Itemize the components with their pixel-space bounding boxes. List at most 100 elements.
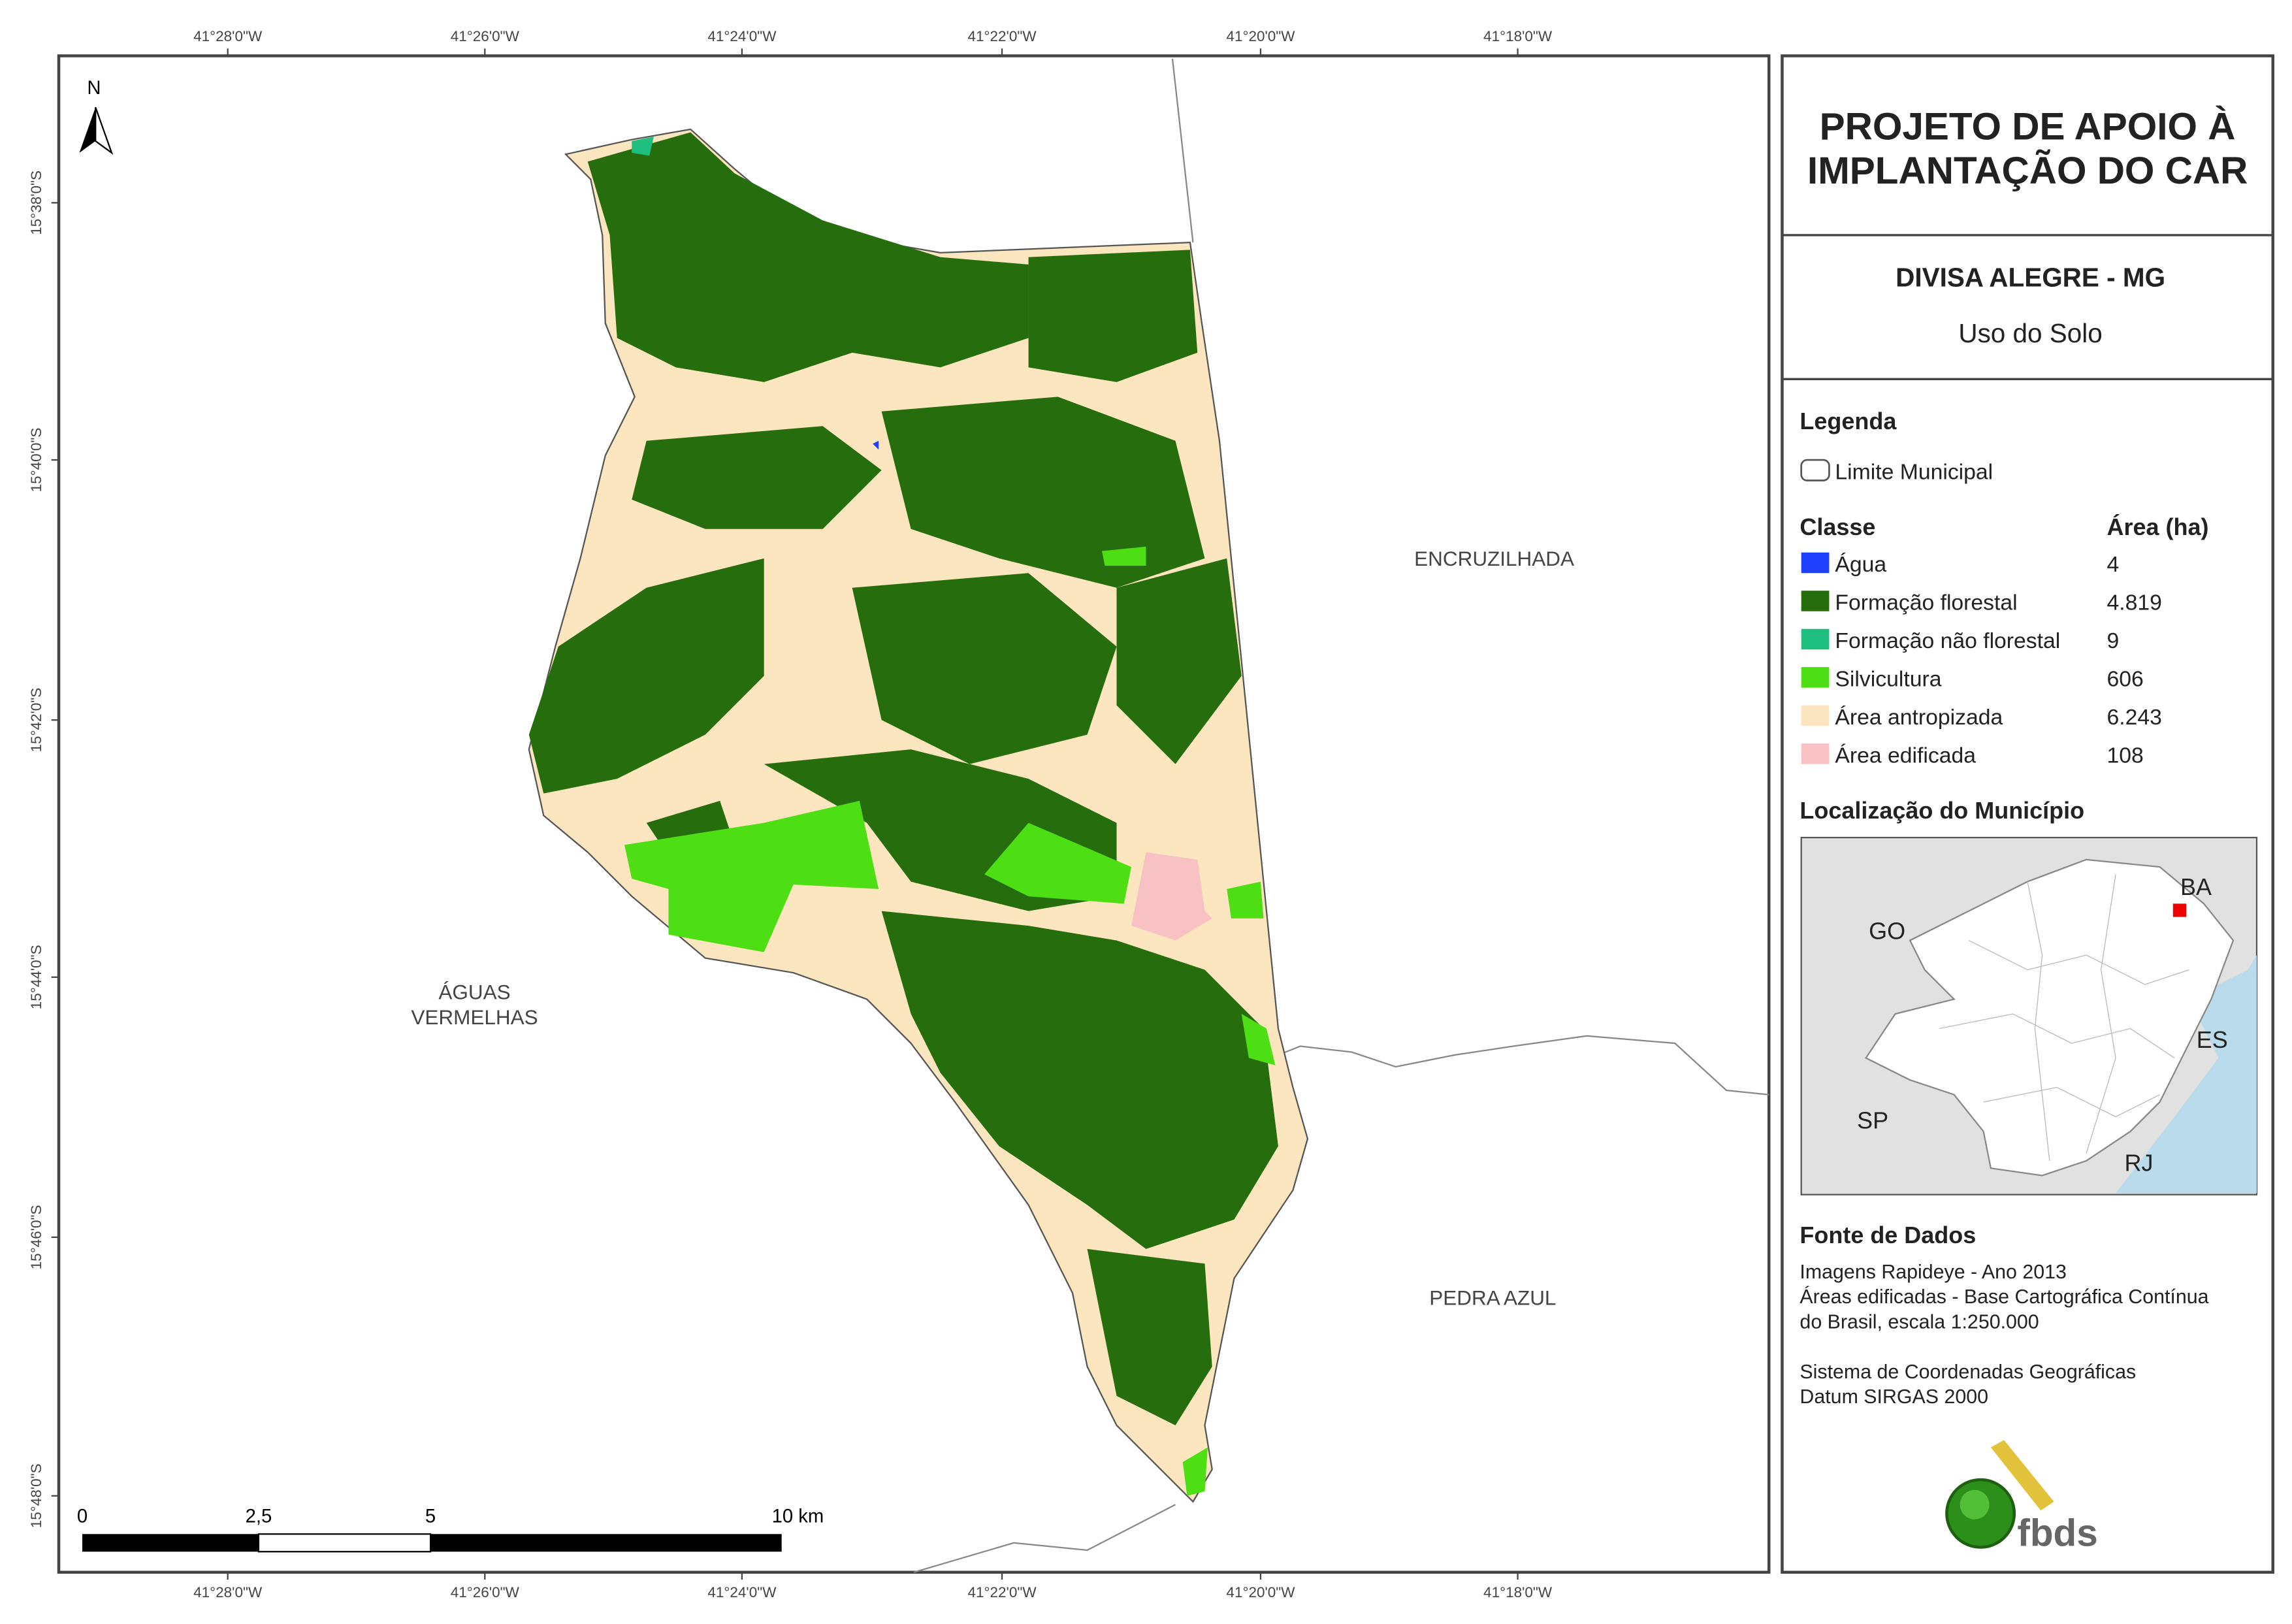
source-text: Imagens Rapideye - Ano 2013 Áreas edifica… bbox=[1800, 1261, 2208, 1408]
source-line: do Brasil, escala 1:250.000 bbox=[1800, 1311, 2039, 1333]
state-label: RJ bbox=[2125, 1150, 2154, 1177]
silviculture-patch bbox=[984, 822, 1132, 904]
legend-area: 108 bbox=[2107, 743, 2144, 768]
legend-swatch bbox=[1801, 705, 1830, 726]
coordinate-ticks: 41°28'0"W 41°28'0"W 41°26'0"W 41°26'0"W 41°2… bbox=[28, 28, 1553, 1600]
forest-patch bbox=[881, 397, 1205, 588]
state-label: SP bbox=[1857, 1107, 1888, 1133]
source-line: Datum SIRGAS 2000 bbox=[1800, 1386, 1988, 1408]
inset-ocean bbox=[2116, 955, 2257, 1194]
place-label: VERMELHAS bbox=[411, 1005, 538, 1029]
legend-area: 606 bbox=[2107, 666, 2144, 691]
logo-text: fbds bbox=[2017, 1512, 2097, 1554]
forest-patch bbox=[1028, 250, 1198, 382]
legend-swatch bbox=[1801, 591, 1830, 611]
boundary-line bbox=[1278, 1035, 1769, 1096]
scale-label: 10 km bbox=[772, 1506, 824, 1527]
state-label: BA bbox=[2180, 873, 2212, 900]
silviculture-patch bbox=[1102, 546, 1146, 566]
lat-label: 15°44'0"S bbox=[28, 945, 44, 1009]
legend-swatch bbox=[1801, 552, 1830, 574]
inset-map: GO BA ES SP RJ bbox=[1800, 836, 2258, 1195]
class-header: Classe bbox=[1800, 513, 1875, 540]
legend-class: Formação não florestal bbox=[1835, 628, 2060, 653]
inset-state bbox=[1865, 858, 2235, 1177]
forest-patch bbox=[587, 132, 1029, 382]
lat-label: 15°40'0"S bbox=[28, 428, 44, 493]
legend-area: 6.243 bbox=[2107, 705, 2162, 730]
panel-frame bbox=[1781, 54, 2274, 1574]
scale-segment bbox=[257, 1533, 432, 1553]
legend-swatch bbox=[1801, 628, 1830, 650]
lon-label: 41°22'0"W bbox=[968, 1584, 1037, 1600]
logo-bar bbox=[1990, 1440, 2054, 1511]
inset-municipalities bbox=[1939, 874, 2189, 1161]
legend-swatch bbox=[1801, 743, 1830, 764]
scale-bar: 0 2,5 5 10 km bbox=[77, 1506, 824, 1553]
logo-highlight bbox=[1960, 1489, 1990, 1519]
place-label: ÁGUAS bbox=[438, 981, 510, 1004]
legend-area: 4 bbox=[2107, 552, 2120, 577]
lon-label: 41°26'0"W bbox=[451, 28, 520, 44]
legend-class: Formação florestal bbox=[1835, 590, 2017, 615]
boundary-line bbox=[913, 1504, 1176, 1573]
legend-class: Água bbox=[1835, 552, 1886, 577]
source-line: Imagens Rapideye - Ano 2013 bbox=[1800, 1261, 2066, 1283]
lon-label: 41°24'0"W bbox=[707, 28, 777, 44]
lat-label: 15°42'0"S bbox=[28, 688, 44, 753]
lon-label: 41°28'0"W bbox=[193, 1584, 263, 1600]
forest-patch bbox=[881, 911, 1278, 1249]
title-line: PROJETO DE APOIO À bbox=[1820, 105, 2236, 148]
water-patch bbox=[873, 440, 879, 450]
legend-rows: Água 4 Formação florestal 4.819 Formação não… bbox=[1801, 552, 2162, 768]
silviculture-patches bbox=[624, 546, 1276, 1496]
forest-patch bbox=[852, 573, 1117, 764]
lon-label: 41°20'0"W bbox=[1226, 1584, 1295, 1600]
location-title: Localização do Município bbox=[1800, 797, 2084, 824]
scale-label: 2,5 bbox=[246, 1506, 272, 1527]
non-forest-patch bbox=[632, 137, 654, 156]
boundary-swatch bbox=[1800, 459, 1830, 481]
legend-area: 9 bbox=[2107, 628, 2120, 653]
map-subject: Uso do Solo bbox=[1958, 318, 2102, 348]
legend-title: Legenda bbox=[1800, 408, 1897, 434]
silviculture-patch bbox=[1241, 1014, 1276, 1065]
lon-label: 41°24'0"W bbox=[707, 1584, 777, 1600]
lon-label: 41°18'0"W bbox=[1483, 1584, 1553, 1600]
boundary-line bbox=[1171, 58, 1194, 243]
forest-patch bbox=[1116, 558, 1242, 764]
inset-lines bbox=[1939, 874, 2189, 1161]
boundary-label: Limite Municipal bbox=[1835, 459, 1993, 484]
municipality-name: DIVISA ALEGRE - MG bbox=[1896, 263, 2165, 293]
municipality bbox=[528, 128, 1309, 1503]
logo: fbds bbox=[1945, 1440, 2098, 1554]
lat-label: 15°46'0"S bbox=[28, 1205, 44, 1270]
legend-class: Silvicultura bbox=[1835, 666, 1941, 691]
lon-label: 41°22'0"W bbox=[968, 28, 1037, 44]
lon-label: 41°28'0"W bbox=[193, 28, 263, 44]
source-line: Áreas edificadas - Base Cartográfica Con… bbox=[1800, 1286, 2208, 1308]
silviculture-patch bbox=[624, 800, 879, 952]
lat-label: 15°48'0"S bbox=[28, 1463, 44, 1528]
lat-label: 15°38'0"S bbox=[28, 171, 44, 235]
silviculture-patch bbox=[1182, 1447, 1208, 1496]
lon-label: 41°18'0"W bbox=[1483, 28, 1553, 44]
legend-class: Área antropizada bbox=[1835, 705, 2003, 730]
forest-patch bbox=[528, 558, 764, 794]
scale-label: 5 bbox=[425, 1506, 436, 1527]
source-title: Fonte de Dados bbox=[1800, 1222, 1976, 1248]
forest-patch bbox=[632, 426, 882, 529]
neighbour-boundaries bbox=[913, 58, 1769, 1573]
legend-swatch bbox=[1801, 667, 1830, 688]
state-label: ES bbox=[2197, 1026, 2228, 1053]
place-label: PEDRA AZUL bbox=[1429, 1286, 1556, 1309]
north-label: N bbox=[87, 78, 101, 99]
scale-label: 0 bbox=[77, 1506, 88, 1527]
area-header: Área (ha) bbox=[2107, 513, 2209, 540]
built-area bbox=[1131, 852, 1212, 941]
silviculture-patch bbox=[1227, 881, 1264, 918]
title-line: IMPLANTAÇÃO DO CAR bbox=[1807, 149, 2248, 192]
